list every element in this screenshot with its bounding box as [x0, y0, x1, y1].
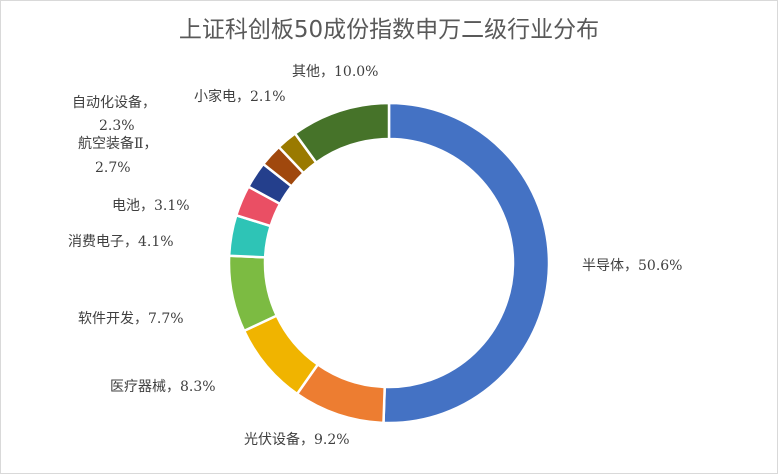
- data-label-8-line-2: 2.3%: [99, 118, 135, 134]
- chart-title: 上证科创板50成份指数申万二级行业分布: [178, 17, 600, 43]
- data-label-1: 半导体，50.6%: [582, 258, 682, 274]
- donut-slice-10: [293, 101, 391, 165]
- data-label-3: 医疗器械，8.3%: [110, 379, 216, 395]
- data-label-5: 消费电子，4.1%: [68, 234, 174, 250]
- data-label-4: 软件开发，7.7%: [78, 311, 184, 327]
- data-label-9: 小家电，2.1%: [194, 88, 286, 105]
- donut-slice-1: [382, 101, 551, 425]
- data-label-2: 光伏设备，9.2%: [244, 431, 350, 448]
- donut-slice-4: [227, 254, 279, 333]
- data-label-6: 电池，3.1%: [112, 198, 190, 214]
- data-label-10: 其他，10.0%: [292, 64, 378, 80]
- data-label-7-line-2: 2.7%: [95, 160, 131, 176]
- data-label-7-line-1: 航空装备Ⅱ，: [78, 135, 158, 152]
- data-label-8-line-1: 自动化设备，: [72, 94, 156, 111]
- donut-slice-3: [242, 313, 320, 396]
